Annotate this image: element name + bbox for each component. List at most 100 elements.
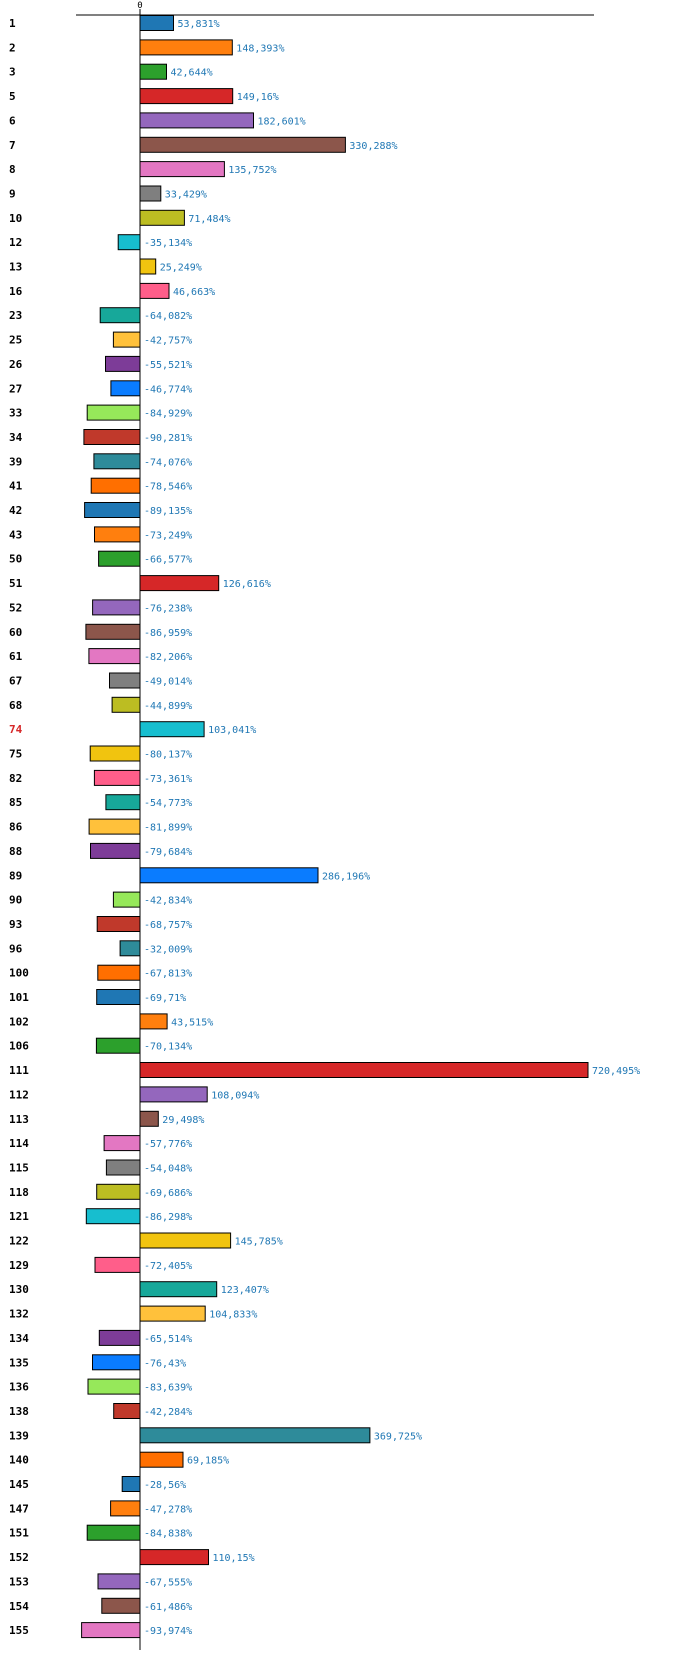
value-label-33: -84,929% — [144, 409, 192, 420]
category-label-130: 130 — [9, 1283, 29, 1296]
zero-tick-label: 0 — [137, 1, 142, 11]
value-label-3: 42,644% — [171, 68, 213, 79]
category-label-106: 106 — [9, 1040, 29, 1053]
value-label-52: -76,238% — [144, 603, 192, 614]
bar-50 — [98, 550, 141, 567]
category-label-52: 52 — [9, 601, 22, 614]
category-label-1: 1 — [9, 17, 16, 30]
bar-114 — [103, 1135, 141, 1152]
category-label-13: 13 — [9, 261, 22, 274]
value-label-7: 330,288% — [349, 141, 397, 152]
bar-7 — [139, 136, 346, 153]
category-label-26: 26 — [9, 358, 23, 371]
value-label-106: -70,134% — [144, 1042, 192, 1053]
bar-8 — [139, 161, 225, 178]
bar-26 — [105, 355, 141, 372]
bar-43 — [94, 526, 141, 543]
value-label-111: 720,495% — [592, 1066, 640, 1077]
category-label-145: 145 — [9, 1478, 29, 1491]
category-label-147: 147 — [9, 1502, 29, 1515]
category-label-90: 90 — [9, 894, 22, 907]
value-label-9: 33,429% — [165, 190, 207, 201]
value-label-136: -83,639% — [144, 1383, 192, 1394]
category-label-86: 86 — [9, 821, 23, 834]
category-label-39: 39 — [9, 455, 22, 468]
value-label-51: 126,616% — [223, 579, 271, 590]
category-label-8: 8 — [9, 163, 16, 176]
value-label-122: 145,785% — [235, 1237, 283, 1248]
category-label-67: 67 — [9, 675, 22, 688]
value-label-102: 43,515% — [171, 1017, 213, 1028]
category-label-122: 122 — [9, 1235, 29, 1248]
value-label-145: -28,56% — [144, 1480, 186, 1491]
value-label-96: -32,009% — [144, 944, 192, 955]
bar-112 — [139, 1086, 208, 1103]
category-label-129: 129 — [9, 1259, 29, 1272]
category-label-151: 151 — [9, 1527, 29, 1540]
category-label-27: 27 — [9, 382, 22, 395]
bar-5 — [139, 88, 234, 105]
bar-74 — [139, 721, 205, 738]
bar-86 — [88, 818, 141, 835]
value-label-132: 104,833% — [209, 1310, 257, 1321]
bar-12 — [117, 234, 141, 251]
bar-13 — [139, 258, 157, 275]
category-label-41: 41 — [9, 480, 23, 493]
bar-121 — [85, 1208, 141, 1225]
labels-layer: 1 53,831% 2 148,393% 3 42,644% 5 149,16% 6 182,60… — [9, 17, 640, 1637]
bar-111 — [139, 1062, 589, 1078]
bar-82 — [93, 769, 141, 786]
category-label-60: 60 — [9, 626, 22, 639]
bar-139 — [139, 1427, 371, 1444]
bar-136 — [87, 1378, 141, 1395]
value-label-8: 135,752% — [228, 165, 276, 176]
value-label-67: -49,014% — [144, 677, 192, 688]
category-label-118: 118 — [9, 1186, 29, 1199]
value-label-2: 148,393% — [236, 43, 284, 54]
bar-151 — [86, 1524, 141, 1541]
bar-41 — [90, 477, 141, 494]
bar-100 — [97, 964, 141, 981]
value-label-26: -55,521% — [144, 360, 192, 371]
category-label-3: 3 — [9, 66, 16, 79]
bar-42 — [84, 502, 141, 518]
bar-16 — [139, 282, 170, 299]
bar-1 — [139, 15, 174, 31]
bar-96 — [119, 940, 141, 957]
category-label-7: 7 — [9, 139, 16, 152]
value-label-39: -74,076% — [144, 457, 192, 468]
bar-106 — [95, 1037, 141, 1054]
bar-25 — [112, 331, 141, 348]
category-label-138: 138 — [9, 1405, 29, 1418]
bar-155 — [81, 1622, 141, 1639]
bar-130 — [139, 1281, 218, 1298]
bar-140 — [139, 1451, 184, 1468]
category-label-5: 5 — [9, 90, 16, 103]
bar-145 — [121, 1476, 141, 1492]
category-label-134: 134 — [9, 1332, 29, 1345]
category-label-89: 89 — [9, 869, 22, 882]
bar-115 — [105, 1159, 141, 1176]
category-label-140: 140 — [9, 1454, 29, 1467]
bar-90 — [112, 891, 141, 908]
value-label-114: -57,776% — [144, 1139, 192, 1150]
value-label-147: -47,278% — [144, 1504, 192, 1515]
bar-51 — [139, 575, 220, 592]
category-label-112: 112 — [9, 1088, 29, 1101]
category-label-96: 96 — [9, 942, 23, 955]
category-label-12: 12 — [9, 236, 22, 249]
bar-23 — [99, 307, 141, 324]
category-label-113: 113 — [9, 1113, 29, 1126]
value-label-129: -72,405% — [144, 1261, 192, 1272]
bar-2 — [139, 39, 233, 56]
value-label-34: -90,281% — [144, 433, 192, 444]
bar-93 — [96, 916, 141, 932]
value-label-154: -61,486% — [144, 1602, 192, 1613]
category-label-9: 9 — [9, 188, 16, 201]
value-label-43: -73,249% — [144, 530, 192, 541]
category-label-100: 100 — [9, 967, 29, 980]
value-label-61: -82,206% — [144, 652, 192, 663]
value-label-118: -69,686% — [144, 1188, 192, 1199]
category-label-42: 42 — [9, 504, 22, 517]
